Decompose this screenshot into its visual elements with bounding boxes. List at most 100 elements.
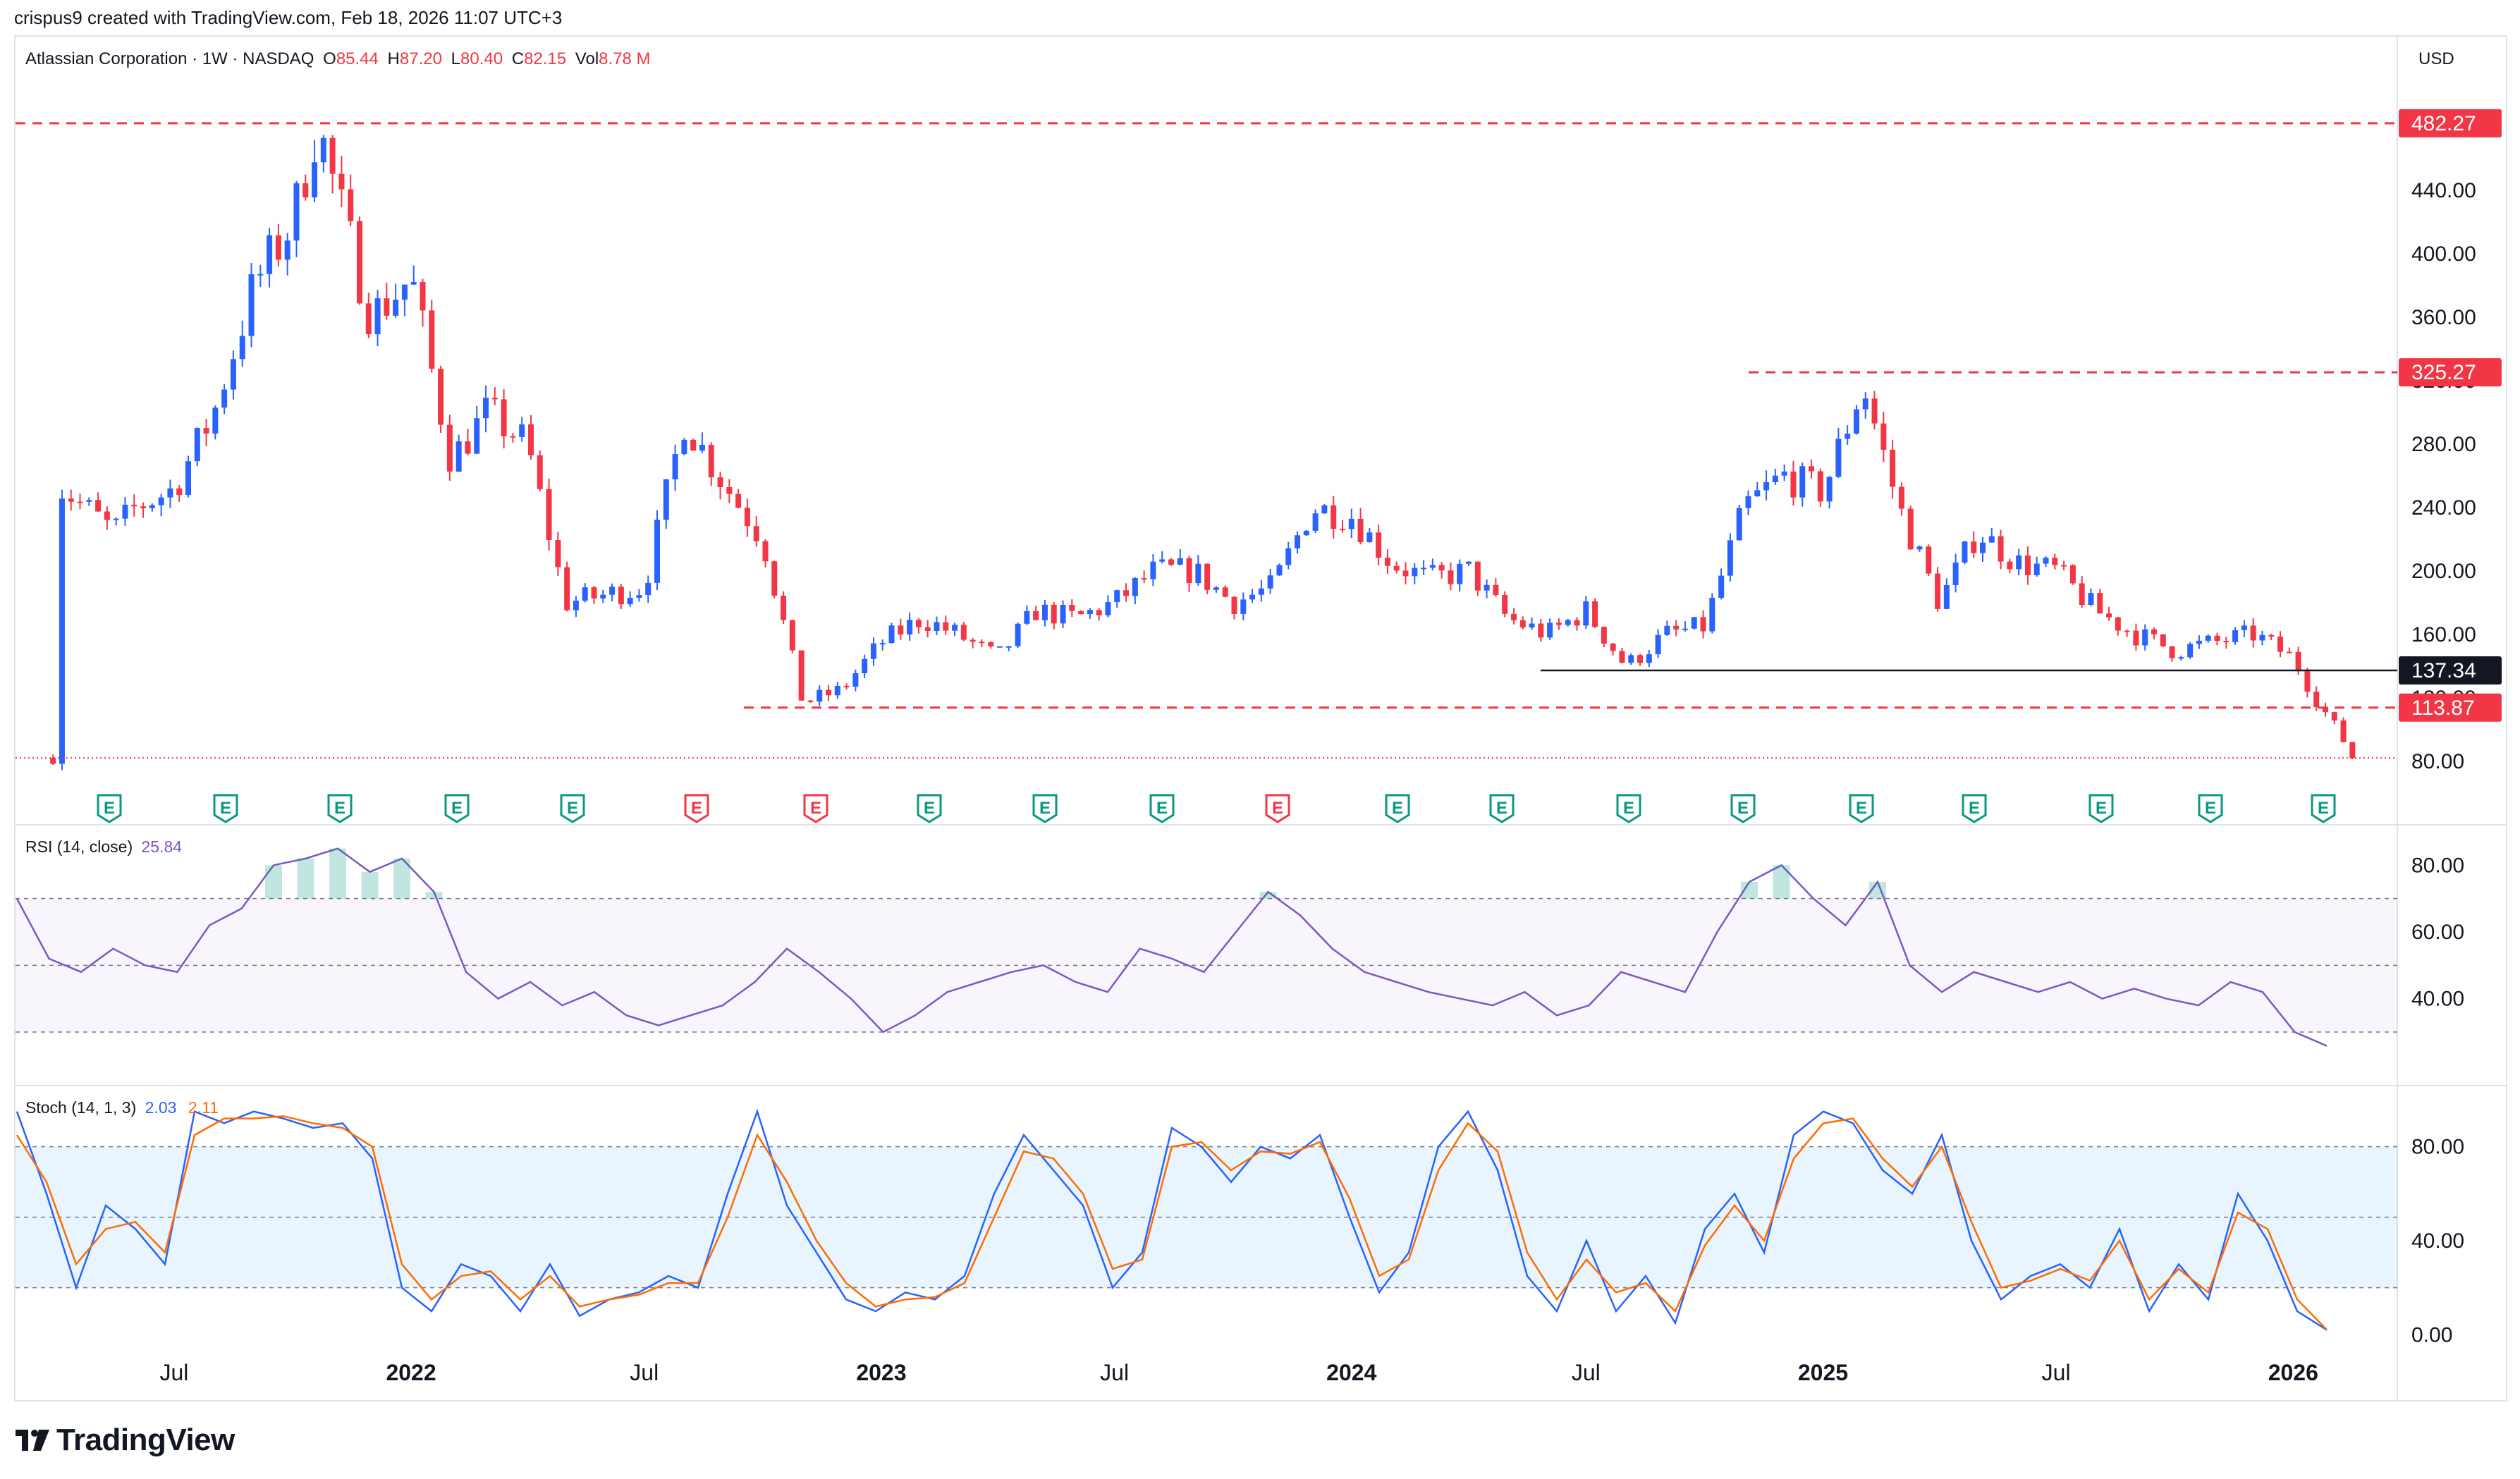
candle-body	[1952, 562, 1959, 585]
candle-body	[798, 650, 805, 701]
candle-body	[2043, 558, 2049, 564]
candle-body	[1619, 651, 1625, 663]
candle-body	[2250, 625, 2256, 641]
candle-body	[2232, 630, 2239, 642]
open-value: 85.44	[336, 49, 379, 68]
candle-body	[826, 689, 832, 696]
candle-body	[1809, 466, 1815, 472]
candle-body	[510, 436, 516, 438]
stoch-y-tick-label: 40.00	[2411, 1229, 2464, 1253]
candle-body	[1376, 532, 1382, 558]
candle-body	[2007, 561, 2013, 570]
earnings-marker	[1265, 794, 1290, 823]
candle-body	[762, 541, 769, 562]
earnings-marker	[213, 794, 238, 823]
earnings-marker-label: E	[1623, 799, 1634, 818]
candle-body	[2016, 555, 2022, 570]
candle-body	[348, 189, 354, 221]
candle-body	[1664, 625, 1670, 635]
candle-body	[1339, 529, 1345, 531]
candle-body	[1150, 561, 1156, 579]
candle-body	[726, 486, 733, 494]
candle-body	[1754, 490, 1761, 496]
candle-body	[1943, 584, 1950, 609]
x-tick-label: Jul	[1100, 1360, 1129, 1385]
candle-body	[2079, 583, 2085, 606]
candle-body	[1231, 596, 1237, 614]
candle-body	[2151, 629, 2157, 634]
earnings-marker	[2088, 794, 2114, 823]
earnings-marker-label: E	[1272, 799, 1283, 818]
candle-body	[1132, 578, 1138, 596]
candle-body	[582, 587, 588, 601]
candle-body	[1448, 570, 1454, 584]
candle-body	[1907, 508, 1914, 550]
candle-body	[1727, 540, 1733, 576]
candle-body	[1538, 623, 1544, 638]
candle-body	[1213, 587, 1219, 590]
candle-body	[1673, 625, 1680, 630]
candle-body	[2024, 555, 2031, 575]
stoch-band-fill	[16, 1146, 2397, 1288]
earnings-marker	[2198, 794, 2223, 823]
x-tick-label: 2022	[386, 1360, 436, 1385]
candle-body	[1718, 575, 1725, 598]
candle-body	[1078, 610, 1084, 615]
candle-body	[203, 428, 209, 434]
candle-body	[474, 418, 480, 454]
stoch-y-tick-label: 80.00	[2411, 1136, 2464, 1159]
earnings-marker-label: E	[1969, 799, 1980, 818]
candle-body	[59, 498, 65, 764]
candle-body	[1601, 627, 1607, 644]
candle-body	[1799, 466, 1806, 498]
candle-body	[158, 497, 164, 505]
candle-body	[1592, 601, 1598, 627]
high-value: 87.20	[399, 49, 442, 68]
candle-body	[491, 398, 498, 400]
earnings-marker-label: E	[691, 799, 702, 818]
candle-body	[1574, 620, 1580, 626]
symbol-legend[interactable]: Atlassian Corporation · 1W · NASDAQ O85.…	[25, 49, 655, 69]
candle-body	[934, 622, 940, 632]
level-price-tag	[2399, 656, 2502, 685]
stoch-legend[interactable]: Stoch (14, 1, 3) 2.03 2.11	[25, 1098, 219, 1117]
candle-body	[952, 625, 958, 631]
candle-body	[781, 595, 787, 620]
candle-body	[663, 479, 669, 520]
candle-body	[275, 235, 281, 260]
candle-body	[1646, 654, 1652, 663]
low-value: 80.40	[460, 49, 503, 68]
candle-body	[1916, 546, 1923, 550]
candle-body	[609, 587, 616, 595]
rsi-overbought-fill	[265, 865, 282, 899]
candle-body	[898, 625, 904, 635]
low-label: L	[451, 49, 460, 68]
earnings-marker	[684, 794, 709, 823]
candle-body	[131, 504, 137, 507]
candle-body	[356, 221, 362, 304]
candle-body	[1276, 565, 1283, 576]
rsi-legend[interactable]: RSI (14, close) 25.84	[25, 837, 182, 857]
chart-frame	[14, 35, 2507, 1401]
x-tick-label: Jul	[2042, 1360, 2071, 1385]
candle-body	[465, 441, 471, 454]
earnings-marker	[1385, 794, 1410, 823]
y-tick-label: 400.00	[2411, 243, 2476, 266]
candle-body	[320, 137, 326, 163]
candle-body	[879, 643, 886, 645]
candle-body	[1393, 565, 1400, 571]
candle-body	[1303, 530, 1309, 536]
candle-body	[230, 359, 236, 390]
candle-body	[1366, 532, 1373, 543]
candle-body	[284, 240, 290, 260]
candle-body	[1790, 471, 1797, 498]
earnings-marker-label: E	[2096, 799, 2107, 818]
rsi-overbought-fill	[329, 848, 346, 899]
tradingview-logo[interactable]: TradingView	[16, 1423, 235, 1458]
candle-body	[1510, 613, 1517, 620]
candle-body	[438, 368, 444, 425]
currency-label[interactable]: USD	[2418, 49, 2454, 68]
candle-body	[1979, 542, 1986, 553]
candle-body	[1457, 563, 1463, 584]
